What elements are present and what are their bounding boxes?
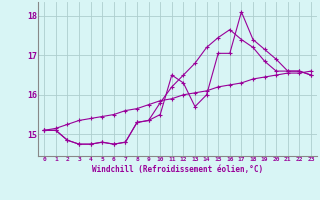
X-axis label: Windchill (Refroidissement éolien,°C): Windchill (Refroidissement éolien,°C): [92, 165, 263, 174]
